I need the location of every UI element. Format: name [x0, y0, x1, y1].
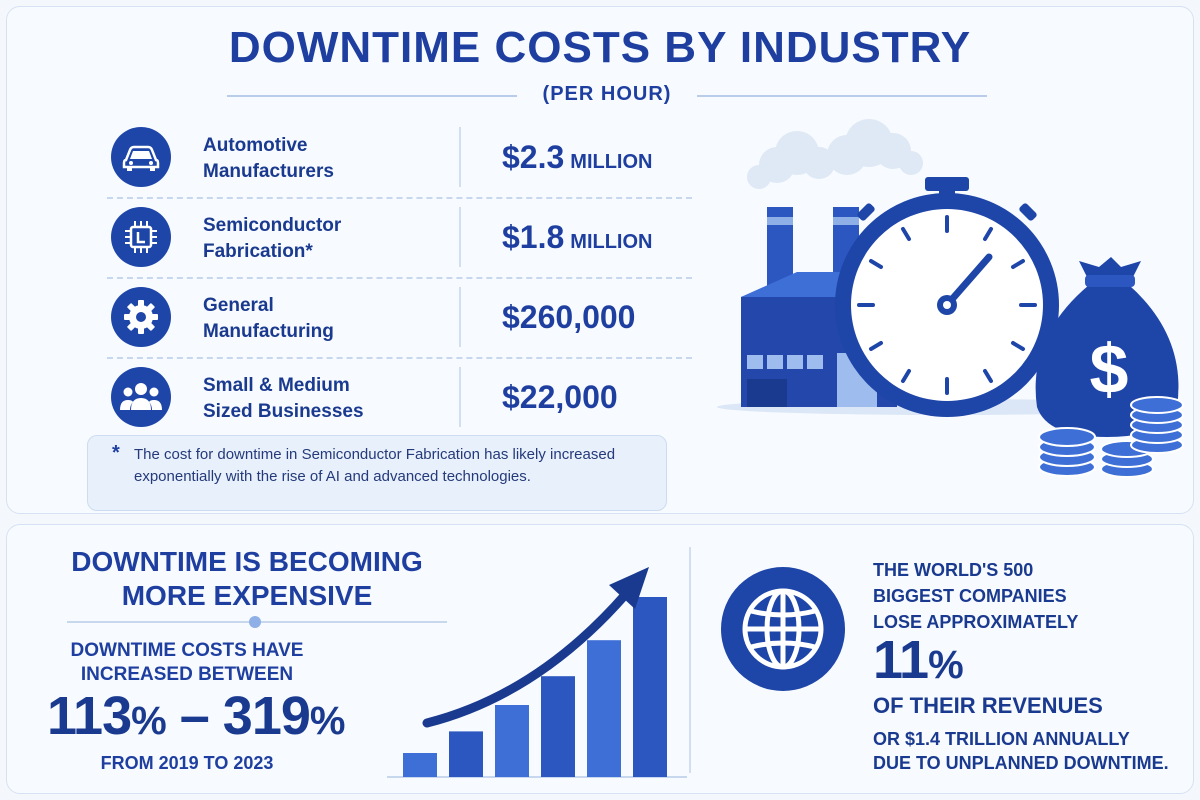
trend-subtext-line1: DOWNTIME COSTS HAVE	[70, 640, 304, 661]
industry-costs-panel: DOWNTIME COSTS BY INDUSTRY (PER HOUR) Au…	[6, 6, 1194, 514]
people-icon	[111, 367, 171, 427]
industry-label: Automotive Manufacturers	[203, 133, 453, 185]
range-dash: –	[179, 686, 210, 746]
industry-label-line2: Sized Businesses	[203, 401, 364, 422]
chart-bar	[587, 640, 621, 777]
industry-row-smb: Small & Medium Sized Businesses $22,000	[107, 359, 692, 439]
increase-low: 113	[47, 686, 132, 746]
trend-headline-line1: DOWNTIME IS BECOMING	[71, 546, 423, 577]
page-subtitle: (PER HOUR)	[542, 83, 672, 105]
page-title: DOWNTIME COSTS BY INDUSTRY	[228, 23, 972, 72]
industry-label-line2: Manufacturing	[203, 321, 334, 342]
industry-cost: $22,000	[502, 379, 618, 416]
global-detail-line1: OR $1.4 TRILLION ANNUALLY	[873, 729, 1130, 749]
chart-bar	[449, 731, 483, 777]
trend-divider-dot	[249, 616, 261, 628]
row-separator	[459, 207, 461, 267]
cost-amount: $2.3	[502, 139, 565, 175]
trend-headline-line2: MORE EXPENSIVE	[121, 580, 373, 611]
svg-text:$: $	[1090, 330, 1129, 408]
trend-panel: DOWNTIME IS BECOMING MORE EXPENSIVE DOWN…	[6, 524, 1194, 794]
industry-row-semiconductor: Semiconductor Fabrication* $1.8 MILLION	[107, 199, 692, 279]
trend-arrow-shaft	[422, 590, 630, 728]
cost-unit: MILLION	[570, 231, 653, 253]
subtitle-divider-right	[697, 95, 987, 97]
subtitle-divider-left	[227, 95, 517, 97]
stopwatch-icon	[835, 177, 1059, 417]
cost-amount: $260,000	[502, 299, 636, 335]
car-icon	[111, 127, 171, 187]
revenue-loss-number: 11	[873, 630, 929, 690]
footnote-text: The cost for downtime in Semiconductor F…	[134, 446, 616, 485]
industry-cost: $2.3 MILLION	[502, 139, 653, 176]
industry-label-line2: Fabrication*	[203, 241, 313, 262]
global-detail-line2: DUE TO UNPLANNED DOWNTIME.	[873, 753, 1169, 773]
trend-headline: DOWNTIME IS BECOMING MORE EXPENSIVE	[37, 545, 457, 613]
row-separator	[459, 127, 461, 187]
percent-sign: %	[928, 643, 964, 687]
increase-high: 319	[222, 686, 311, 746]
factory-stopwatch-money-illustration: $	[717, 119, 1184, 478]
percent-sign: %	[131, 699, 167, 743]
growth-bar-chart-icon	[387, 567, 687, 778]
industry-label: General Manufacturing	[203, 293, 453, 345]
chip-icon	[111, 207, 171, 267]
industry-label-line2: Manufacturers	[203, 161, 334, 182]
global-revenue-label: OF THEIR REVENUES	[873, 693, 1103, 718]
industry-label: Semiconductor Fabrication*	[203, 213, 453, 265]
chart-bar	[541, 676, 575, 777]
gear-icon	[111, 287, 171, 347]
globe-icon	[721, 567, 845, 691]
subtitle-wrap: (PER HOUR)	[227, 83, 987, 109]
footnote-marker: *	[112, 442, 120, 464]
industry-label-line1: General	[203, 295, 274, 316]
trend-years: FROM 2019 TO 2023	[100, 753, 274, 773]
industry-label: Small & Medium Sized Businesses	[203, 373, 453, 425]
industry-row-general-manufacturing: General Manufacturing $260,000	[107, 279, 692, 359]
trend-subtext: DOWNTIME COSTS HAVE INCREASED BETWEEN	[27, 639, 347, 687]
row-separator	[459, 287, 461, 347]
industry-label-line1: Semiconductor	[203, 215, 342, 236]
increase-range: 113% – 319%	[47, 685, 346, 747]
industry-cost: $1.8 MILLION	[502, 219, 653, 256]
global-intro-line1: THE WORLD'S 500	[873, 560, 1034, 580]
industry-label-line1: Automotive	[203, 135, 308, 156]
chart-bar	[403, 753, 437, 777]
panel-separator	[689, 547, 691, 773]
footnote-box: * The cost for downtime in Semiconductor…	[87, 435, 667, 511]
global-intro-line2: BIGGEST COMPANIES	[873, 586, 1067, 606]
row-separator	[459, 367, 461, 427]
cost-amount: $22,000	[502, 379, 618, 415]
industry-label-line1: Small & Medium	[203, 375, 350, 396]
global-intro: THE WORLD'S 500 BIGGEST COMPANIES LOSE A…	[873, 557, 1173, 635]
trend-subtext-line2: INCREASED BETWEEN	[80, 664, 294, 685]
smoke-clouds	[747, 119, 923, 189]
cost-unit: MILLION	[570, 151, 653, 173]
chart-bars	[403, 597, 667, 777]
industry-row-automotive: Automotive Manufacturers $2.3 MILLION	[107, 119, 692, 199]
global-detail: OR $1.4 TRILLION ANNUALLY DUE TO UNPLANN…	[873, 727, 1193, 775]
coin-stacks-icon	[1038, 396, 1184, 478]
industry-cost: $260,000	[502, 299, 635, 336]
global-intro-line3: LOSE APPROXIMATELY	[873, 612, 1079, 632]
revenue-loss-percent: 11%	[873, 629, 964, 691]
percent-sign: %	[309, 699, 346, 743]
trend-arrow-head	[609, 567, 649, 609]
chart-bar	[495, 705, 529, 777]
chart-bar	[633, 597, 667, 777]
cost-amount: $1.8	[502, 219, 565, 255]
